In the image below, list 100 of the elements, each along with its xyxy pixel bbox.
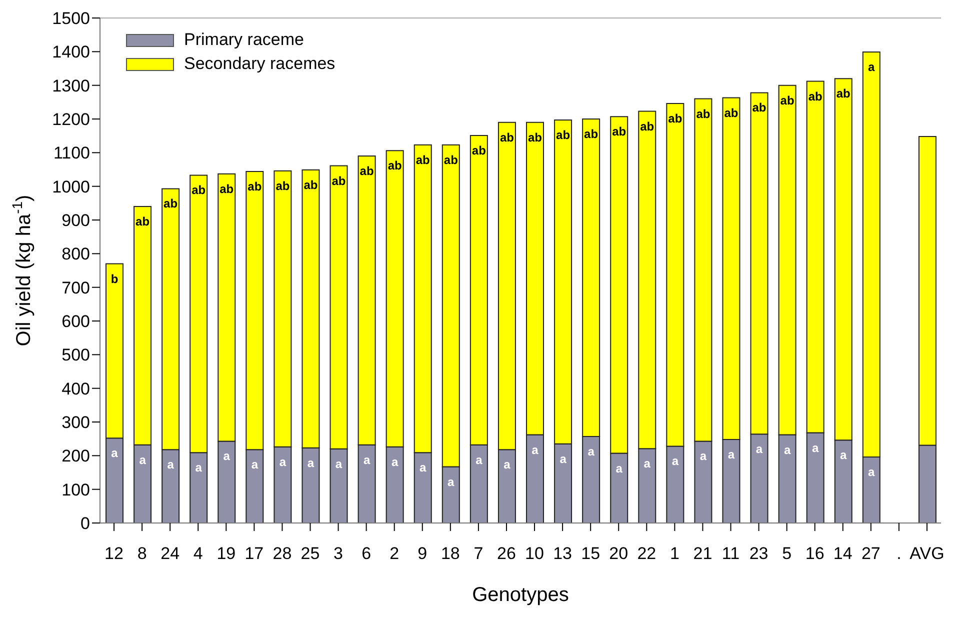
x-axis-title: Genotypes bbox=[472, 584, 569, 606]
data-label: a bbox=[391, 454, 398, 469]
x-tick-label: 17 bbox=[244, 544, 264, 564]
data-label: a bbox=[700, 449, 707, 464]
data-label: ab bbox=[612, 124, 626, 139]
data-label: ab bbox=[360, 164, 374, 178]
data-label: ab bbox=[808, 89, 822, 104]
data-label: a bbox=[756, 442, 763, 456]
y-tick-label: 0 bbox=[80, 514, 90, 534]
x-tick-label: 28 bbox=[272, 544, 292, 564]
data-label: a bbox=[223, 449, 230, 464]
data-label: a bbox=[420, 460, 427, 475]
legend-label: Primary raceme bbox=[184, 29, 304, 51]
x-tick-label: 7 bbox=[474, 544, 484, 564]
y-tick-label: 1500 bbox=[52, 9, 90, 28]
x-tick-label: 2 bbox=[390, 544, 400, 564]
data-label: ab bbox=[780, 93, 794, 108]
x-tick-label: 6 bbox=[362, 544, 372, 564]
data-label: a bbox=[279, 454, 286, 469]
data-label: a bbox=[335, 456, 342, 471]
data-label: ab bbox=[584, 127, 598, 141]
data-label: a bbox=[448, 474, 455, 489]
x-tick-label: 8 bbox=[137, 544, 147, 564]
data-label: ab bbox=[752, 100, 766, 115]
data-label: b bbox=[110, 272, 118, 286]
data-label: a bbox=[868, 465, 876, 480]
y-tick-label: 1000 bbox=[52, 177, 90, 196]
data-label: ab bbox=[220, 182, 234, 196]
y-tick-label: 800 bbox=[62, 244, 90, 264]
data-label: ab bbox=[304, 178, 318, 192]
x-tick-label: 21 bbox=[693, 544, 712, 564]
data-label: ab bbox=[136, 214, 150, 229]
data-label: a bbox=[728, 448, 735, 462]
y-tick-label: 1400 bbox=[52, 42, 90, 62]
data-label: a bbox=[195, 460, 202, 475]
y-tick-label: 700 bbox=[62, 278, 90, 298]
data-label: a bbox=[812, 440, 819, 455]
data-label: ab bbox=[444, 152, 458, 167]
legend-label: Secondary racemes bbox=[184, 53, 336, 75]
x-tick-label: 14 bbox=[833, 544, 852, 564]
x-tick-label: 24 bbox=[160, 544, 180, 564]
y-tick-label: 200 bbox=[62, 446, 90, 466]
data-label: a bbox=[868, 60, 876, 74]
x-tick-label: 10 bbox=[525, 544, 544, 564]
data-label: a bbox=[307, 456, 314, 470]
data-label: ab bbox=[416, 152, 430, 167]
x-tick-label: 16 bbox=[805, 544, 824, 564]
data-label: a bbox=[672, 454, 679, 468]
y-tick-label: 1300 bbox=[52, 76, 90, 96]
x-tick-label: 22 bbox=[637, 544, 656, 564]
data-label: a bbox=[616, 461, 623, 476]
data-label: a bbox=[167, 458, 174, 472]
y-tick-label: 400 bbox=[62, 379, 90, 398]
x-tick-label: 18 bbox=[440, 544, 460, 564]
x-tick-label: 3 bbox=[334, 544, 344, 564]
y-tick-label: 600 bbox=[62, 312, 90, 332]
data-label: ab bbox=[500, 130, 514, 144]
data-label: ab bbox=[640, 119, 654, 134]
x-tick-label: 19 bbox=[216, 544, 236, 564]
y-tick-label: 1100 bbox=[53, 144, 90, 163]
data-label: ab bbox=[192, 183, 206, 198]
data-label: ab bbox=[724, 106, 738, 120]
data-label: ab bbox=[528, 130, 542, 144]
x-tick-label: 25 bbox=[300, 544, 320, 564]
x-tick-label: 13 bbox=[553, 544, 572, 564]
x-tick-label: AVG bbox=[910, 544, 944, 564]
data-label: a bbox=[644, 456, 651, 471]
y-tick-label: 900 bbox=[62, 211, 90, 230]
data-label: a bbox=[588, 444, 595, 458]
x-tick-label: 9 bbox=[418, 544, 428, 564]
data-label: a bbox=[784, 442, 791, 457]
x-tick-label: 4 bbox=[193, 544, 203, 564]
data-label: a bbox=[476, 452, 483, 467]
data-label: a bbox=[111, 446, 118, 460]
x-tick-label: 5 bbox=[782, 544, 792, 564]
x-tick-label: 20 bbox=[609, 544, 628, 564]
data-label: ab bbox=[556, 128, 570, 142]
x-tick-label: 12 bbox=[104, 544, 124, 564]
data-label: ab bbox=[248, 180, 262, 194]
y-tick-label: 100 bbox=[62, 480, 90, 500]
data-label: a bbox=[363, 452, 370, 467]
x-tick-label: 27 bbox=[861, 544, 880, 564]
y-tick-label: 500 bbox=[62, 346, 90, 365]
data-label: a bbox=[532, 442, 539, 457]
data-label: ab bbox=[388, 158, 402, 173]
data-label: ab bbox=[668, 112, 682, 126]
data-label: a bbox=[251, 458, 258, 472]
x-tick-label: . bbox=[896, 544, 902, 564]
data-label: ab bbox=[332, 174, 346, 188]
data-label: ab bbox=[836, 86, 850, 101]
data-label: ab bbox=[472, 143, 486, 158]
y-tick-label: 300 bbox=[62, 413, 90, 432]
data-label: a bbox=[560, 452, 567, 466]
data-label: a bbox=[504, 458, 511, 472]
x-tick-label: 1 bbox=[670, 544, 680, 564]
data-label: a bbox=[840, 448, 848, 462]
data-label: ab bbox=[696, 106, 710, 121]
data-label: ab bbox=[164, 196, 178, 211]
data-label: a bbox=[139, 452, 146, 467]
data-label: ab bbox=[276, 178, 290, 193]
